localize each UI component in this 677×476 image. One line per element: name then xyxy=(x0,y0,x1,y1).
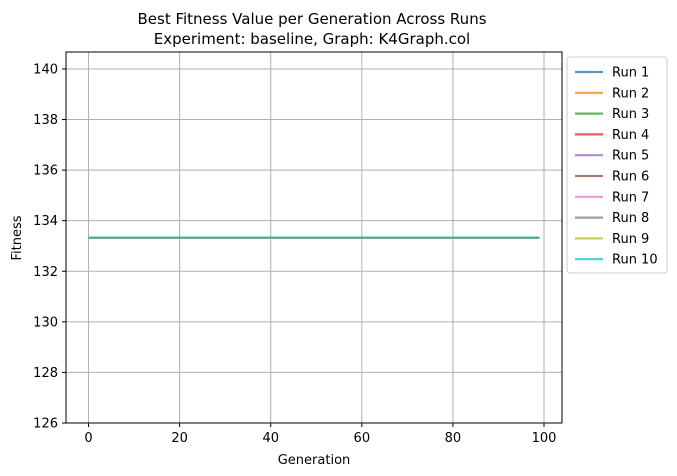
y-tick-label: 134 xyxy=(33,214,58,229)
y-tick-label: 132 xyxy=(33,265,58,280)
x-tick-label: 80 xyxy=(445,431,462,446)
y-tick-label: 138 xyxy=(33,113,58,128)
y-axis-label: Fitness xyxy=(10,215,25,260)
chart-title: Best Fitness Value per Generation Across… xyxy=(137,10,486,28)
x-axis-ticks: 0 20 40 60 80 100 xyxy=(84,423,556,446)
x-tick-label: 0 xyxy=(84,431,92,446)
legend-box xyxy=(566,56,668,274)
y-tick-label: 126 xyxy=(33,417,58,432)
legend-label: Run 1 xyxy=(612,66,649,81)
legend-label: Run 8 xyxy=(612,211,649,226)
legend-label: Run 5 xyxy=(612,149,649,164)
legend-label: Run 10 xyxy=(612,253,658,268)
x-tick-label: 60 xyxy=(354,431,371,446)
legend-label: Run 7 xyxy=(612,190,649,205)
legend: Run 1 Run 2 Run 3 Run 4 Run 5 Run 6 Run 7 Run 8… xyxy=(566,56,668,274)
y-axis-ticks: 126 128 130 132 134 136 138 140 xyxy=(33,62,66,432)
y-tick-label: 140 xyxy=(33,62,58,77)
x-tick-label: 40 xyxy=(262,431,279,446)
legend-label: Run 4 xyxy=(612,128,649,143)
x-axis-label: Generation xyxy=(278,453,351,468)
y-tick-label: 136 xyxy=(33,164,58,179)
chart-subtitle: Experiment: baseline, Graph: K4Graph.col xyxy=(154,30,470,48)
legend-label: Run 9 xyxy=(612,232,649,247)
y-tick-label: 130 xyxy=(33,315,58,330)
x-tick-label: 100 xyxy=(532,431,557,446)
legend-label: Run 6 xyxy=(612,170,649,185)
x-tick-label: 20 xyxy=(171,431,188,446)
plot-frame xyxy=(65,51,563,424)
legend-label: Run 2 xyxy=(612,86,649,101)
legend-label: Run 3 xyxy=(612,107,649,122)
y-tick-label: 128 xyxy=(33,366,58,381)
